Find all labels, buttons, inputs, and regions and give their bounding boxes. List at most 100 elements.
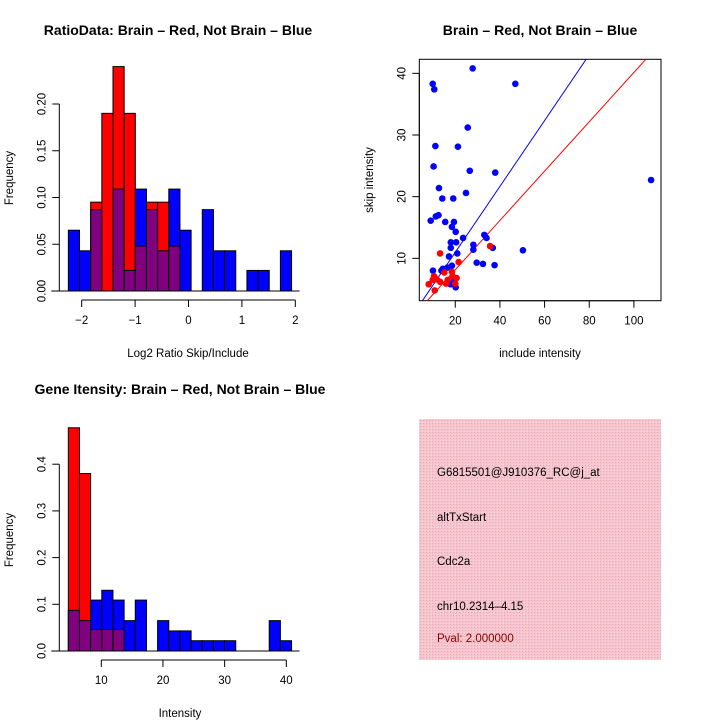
point-not-brain <box>441 218 449 226</box>
point-brain <box>441 269 448 276</box>
point-not-brain <box>427 217 434 225</box>
point-brain <box>486 242 494 250</box>
x-axis-label: Intensity <box>159 708 202 720</box>
point-not-brain <box>454 143 462 151</box>
point-not-brain <box>447 244 455 252</box>
bar-not-brain <box>268 620 281 652</box>
y-tick-label: 20 <box>396 190 408 203</box>
bar-not-brain <box>279 640 293 652</box>
point-brain <box>451 280 459 287</box>
point-not-brain <box>491 261 498 269</box>
point-brain <box>431 287 439 294</box>
y-axis-label: skip intensity <box>364 147 376 213</box>
bar-not-brain <box>246 269 259 292</box>
point-not-brain <box>473 259 480 266</box>
x-axis-label: Log2 Ratio Skip/Include <box>127 348 248 360</box>
bar-not-brain <box>201 209 214 292</box>
y-tick-label: 30 <box>396 129 408 142</box>
y-tick-label: 0.3 <box>36 503 48 519</box>
point-not-brain <box>452 228 460 236</box>
plot-area <box>421 59 655 301</box>
chart-title: Brain – Red, Not Brain – Blue <box>443 22 638 38</box>
x-tick-label: 100 <box>624 316 643 328</box>
point-brain <box>433 275 441 283</box>
y-tick-label: 10 <box>396 252 408 265</box>
bar-overlap <box>90 209 103 292</box>
bar-not-brain <box>212 250 226 292</box>
bar-not-brain <box>123 620 136 652</box>
point-not-brain <box>447 238 455 246</box>
y-tick-label: 0.4 <box>36 456 48 473</box>
y-tick-label: 0.2 <box>36 550 48 566</box>
y-tick-label: 0.0 <box>36 643 48 659</box>
intensity-scatter: Brain – Red, Not Brain – Blue 20 40 60 80 10… <box>364 22 662 360</box>
point-not-brain <box>445 253 453 260</box>
x-tick-label: 40 <box>494 316 507 328</box>
plot-content <box>421 59 655 301</box>
gene-intensity-histogram: Gene Itensity: Brain – Red, Not Brain – … <box>4 381 326 720</box>
axes: 20 40 60 80 100 10 20 30 40 <box>396 67 643 328</box>
info-panel-background <box>419 419 661 660</box>
bar-not-brain <box>212 640 226 652</box>
bar-overlap <box>101 629 114 652</box>
x-axis-label: include intensity <box>499 348 581 360</box>
point-not-brain <box>470 241 477 249</box>
point-not-brain <box>469 65 476 72</box>
bar-overlap <box>134 245 147 292</box>
chart-title: RatioData: Brain – Red, Not Brain – Blue <box>44 22 313 38</box>
point-not-brain <box>429 267 437 274</box>
info-panel: G6815501@J910376_RC@j_at altTxStart Cdc2… <box>419 419 661 660</box>
bar-overlap <box>157 250 170 292</box>
bar-not-brain <box>168 630 181 652</box>
point-not-brain <box>448 223 456 231</box>
bar-not-brain <box>224 250 237 292</box>
event-type: altTxStart <box>437 512 487 524</box>
point-not-brain <box>459 234 467 242</box>
point-not-brain <box>479 260 487 268</box>
y-tick-label: 0.10 <box>36 186 48 208</box>
x-tick-label: 10 <box>95 675 108 687</box>
point-not-brain <box>435 211 442 219</box>
bar-brain <box>123 112 136 292</box>
y-axis-label: Frequency <box>4 151 16 206</box>
y-tick-label: 0.05 <box>36 233 48 255</box>
bar-not-brain <box>257 269 270 292</box>
bar-not-brain <box>224 640 237 652</box>
x-tick-label: 20 <box>157 675 170 687</box>
point-not-brain <box>453 250 461 257</box>
bar-overlap <box>67 609 80 652</box>
plot-box <box>418 58 662 302</box>
bar-overlap <box>123 269 136 292</box>
point-not-brain <box>466 167 474 175</box>
bar-not-brain <box>179 630 192 652</box>
y-tick-label: 40 <box>396 67 408 80</box>
point-not-brain <box>430 86 438 93</box>
x-tick-label: 40 <box>280 675 293 687</box>
x-tick-label: 30 <box>218 675 231 687</box>
y-axis-label: Frequency <box>4 513 16 568</box>
x-tick-label: 80 <box>583 316 596 328</box>
bar-not-brain <box>190 640 203 652</box>
chromosome-location: chr10.2314–4.15 <box>437 601 523 613</box>
bar-overlap <box>78 620 92 652</box>
point-not-brain <box>464 124 472 131</box>
bar-overlap <box>112 188 125 292</box>
point-not-brain <box>439 195 446 202</box>
point-not-brain <box>430 163 437 170</box>
bar-overlap <box>112 629 125 652</box>
point-not-brain <box>435 184 443 192</box>
gene-name: Cdc2a <box>437 556 471 568</box>
chart-title: Gene Itensity: Brain – Red, Not Brain – … <box>35 381 326 397</box>
blue-regression-line <box>421 59 587 301</box>
point-not-brain <box>512 80 519 88</box>
y-tick-label: 0.20 <box>36 93 48 115</box>
point-not-brain <box>450 218 458 226</box>
point-brain <box>455 258 462 266</box>
point-not-brain <box>429 80 437 88</box>
bar-not-brain <box>201 640 214 652</box>
x-tick-label: −1 <box>129 315 142 327</box>
red-regression-line <box>426 59 647 301</box>
bars <box>51 66 300 292</box>
point-not-brain <box>470 246 477 253</box>
